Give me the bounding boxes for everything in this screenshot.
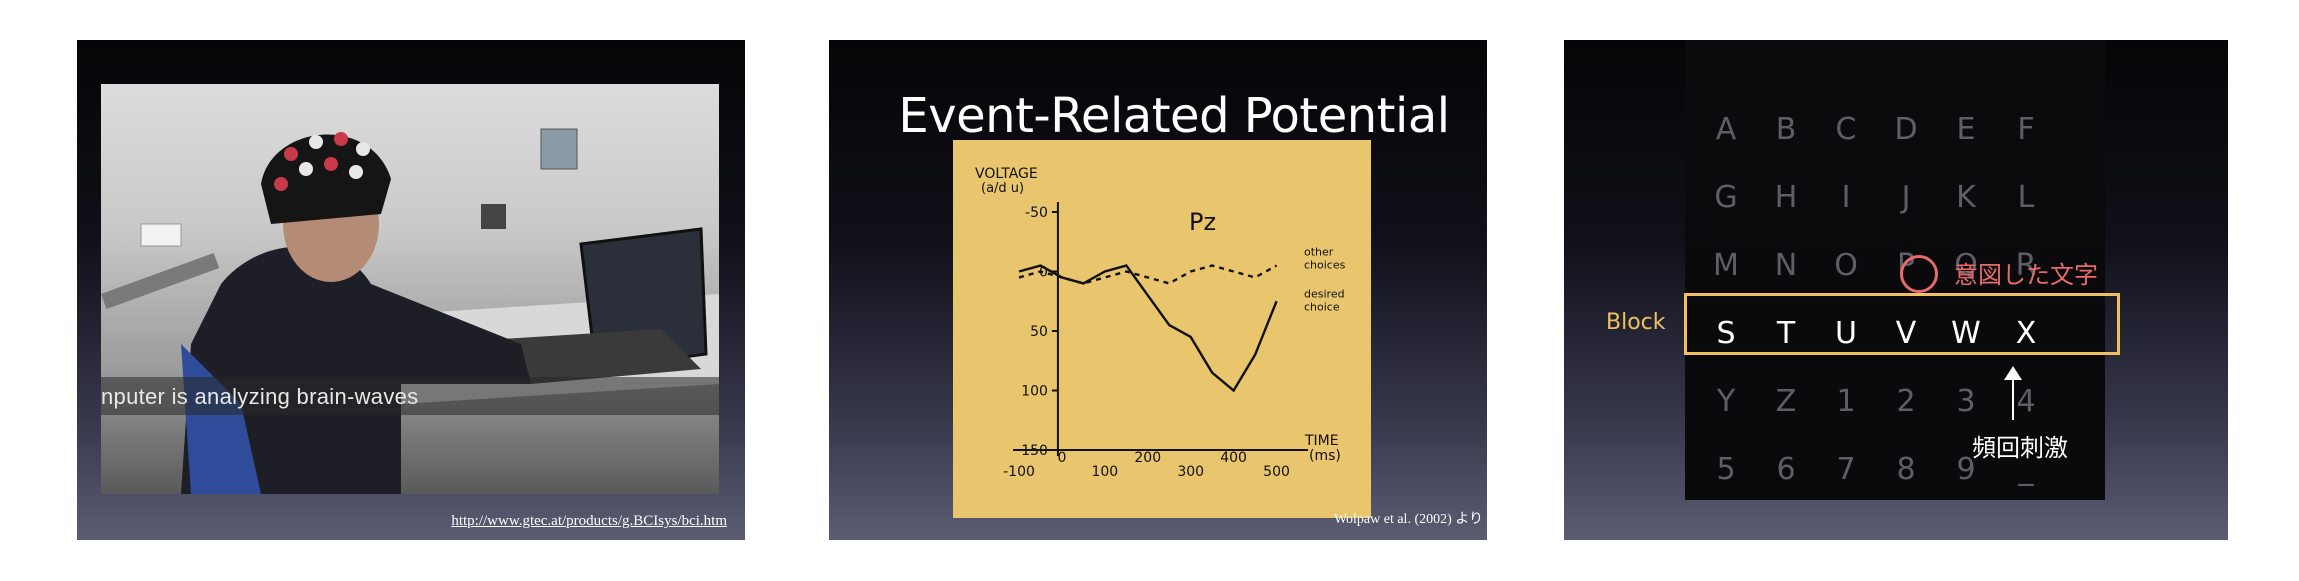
block-label: Block bbox=[1606, 310, 1666, 335]
x-tick-label: 200 bbox=[1134, 450, 1161, 466]
video-caption: nputer is analyzing brain-waves bbox=[101, 384, 419, 409]
speller-cell-G: G bbox=[1714, 180, 1738, 215]
intended-letter-label: 意図した文字 bbox=[1954, 261, 2098, 289]
speller-cell-A: A bbox=[1715, 112, 1737, 147]
x-tick-label: 100 bbox=[1091, 464, 1118, 480]
chart-title: Pz bbox=[1189, 208, 1216, 236]
speller-cell-T: T bbox=[1776, 316, 1796, 351]
speller-cell-F: F bbox=[2017, 112, 2035, 147]
speller-cell-4: 4 bbox=[2016, 384, 2036, 419]
speller-cell-Y: Y bbox=[1716, 384, 1736, 419]
speller-cell-L: L bbox=[2017, 180, 2035, 215]
speller-cell-Z: Z bbox=[1775, 384, 1797, 419]
speller-cell-3: 3 bbox=[1956, 384, 1976, 419]
speller-cell-X: X bbox=[2015, 316, 2037, 351]
x-tick-label: 400 bbox=[1220, 450, 1247, 466]
series-label: other bbox=[1304, 246, 1334, 259]
speller-cell-2: 2 bbox=[1896, 384, 1916, 419]
arrow-shaft bbox=[2012, 376, 2014, 420]
erp-chart: -50 0 50 100 150 -100 0 100 200 300 400 500 VOLTAGE(… bbox=[953, 140, 1371, 518]
speller-cell-Q: Q bbox=[1954, 248, 1978, 283]
series-label: choices bbox=[1304, 259, 1346, 272]
x-axis-unit: (ms) bbox=[1309, 448, 1341, 464]
speller-cell-8: 8 bbox=[1896, 452, 1916, 487]
y-axis-label: VOLTAGE bbox=[975, 166, 1038, 182]
block-highlight bbox=[1684, 293, 2120, 355]
y-axis-unit: (a/d u) bbox=[981, 181, 1024, 196]
x-tick-label: 500 bbox=[1263, 464, 1290, 480]
speller-cell-W: W bbox=[1951, 316, 1981, 351]
speller-cell-K: K bbox=[1956, 180, 1976, 215]
speller-cell-N: N bbox=[1774, 248, 1798, 283]
speller-cell-H: H bbox=[1774, 180, 1798, 215]
slide-erp: Event-Related Potential -50 0 50 100 150 -100… bbox=[829, 40, 1487, 540]
slide-speller: A B C D E F G H I J K L M N O P Q R S T U V W X Y Z 1 2 3 4 5 6 7 8 9 _ Blo… bbox=[1564, 40, 2228, 540]
speller-cell-I: I bbox=[1841, 180, 1851, 215]
slide-bci-photo: nputer is analyzing brain-waves http://w… bbox=[77, 40, 745, 540]
speller-cell-E: E bbox=[1956, 112, 1976, 147]
speller-cell-V: V bbox=[1895, 316, 1917, 351]
series-label: desired bbox=[1304, 287, 1345, 300]
series-label: choice bbox=[1304, 300, 1340, 313]
source-link[interactable]: http://www.gtec.at/products/g.BCIsys/bci… bbox=[451, 513, 727, 529]
eeg-photo: nputer is analyzing brain-waves bbox=[101, 84, 719, 494]
x-tick-label: 300 bbox=[1177, 464, 1204, 480]
speller-cell-7: 7 bbox=[1836, 452, 1856, 487]
speller-matrix-bg bbox=[1685, 40, 2105, 500]
up-arrow-icon bbox=[2004, 366, 2022, 380]
speller-cell-O: O bbox=[1834, 248, 1858, 283]
frequent-stimulus-label: 頻回刺激 bbox=[1972, 434, 2068, 462]
speller-cell-1: 1 bbox=[1836, 384, 1856, 419]
speller-cell-D: D bbox=[1894, 112, 1918, 147]
speller-cell-_: _ bbox=[2018, 452, 2034, 487]
y-tick-label: 100 bbox=[1021, 384, 1048, 400]
speller-cell-J: J bbox=[1901, 180, 1911, 215]
y-tick-label: -50 bbox=[1025, 205, 1048, 221]
speller-cell-C: C bbox=[1835, 112, 1857, 147]
y-tick-label: 150 bbox=[1021, 443, 1048, 459]
citation: Wolpaw et al. (2002) より bbox=[1333, 512, 1483, 527]
x-tick-label: -100 bbox=[1003, 464, 1035, 480]
speller-cell-B: B bbox=[1775, 112, 1797, 147]
y-tick-label: 0 bbox=[1039, 265, 1048, 281]
slide-title: Event-Related Potential bbox=[898, 88, 1450, 144]
speller-cell-S: S bbox=[1716, 316, 1736, 351]
y-tick-label: 50 bbox=[1030, 324, 1048, 340]
series-line-1 bbox=[1018, 264, 1278, 393]
speller-cell-5: 5 bbox=[1716, 452, 1736, 487]
speller-cell-M: M bbox=[1713, 248, 1739, 283]
speller-cell-R: R bbox=[2015, 248, 2037, 283]
speller-cell-U: U bbox=[1835, 316, 1857, 351]
caption-band bbox=[101, 377, 719, 415]
target-circle bbox=[1900, 255, 1938, 293]
speller-cell-6: 6 bbox=[1776, 452, 1796, 487]
speller-cell-9: 9 bbox=[1956, 452, 1976, 487]
x-axis-label: TIME bbox=[1304, 433, 1339, 449]
x-tick-label: 0 bbox=[1057, 450, 1066, 466]
